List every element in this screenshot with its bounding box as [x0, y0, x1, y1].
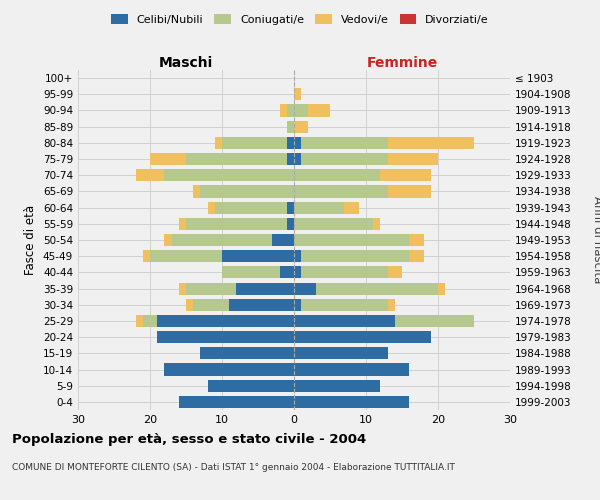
Bar [301, 137, 388, 149]
Bar [287, 137, 294, 149]
Bar [294, 234, 409, 246]
Bar [380, 169, 431, 181]
Bar [308, 104, 330, 117]
Bar [287, 104, 294, 117]
Bar [294, 282, 316, 294]
Bar [143, 315, 157, 327]
Y-axis label: Fasce di età: Fasce di età [25, 205, 37, 275]
Y-axis label: Anni di nascita: Anni di nascita [591, 196, 600, 284]
Bar [186, 282, 236, 294]
Bar [193, 186, 200, 198]
Bar [208, 202, 215, 213]
Bar [229, 298, 294, 311]
Bar [294, 380, 380, 392]
Bar [215, 137, 222, 149]
Bar [294, 396, 409, 408]
Bar [294, 137, 301, 149]
Bar [186, 298, 193, 311]
Text: Maschi: Maschi [159, 56, 213, 70]
Bar [280, 266, 294, 278]
Text: Popolazione per età, sesso e stato civile - 2004: Popolazione per età, sesso e stato civil… [12, 432, 366, 446]
Bar [186, 218, 287, 230]
Bar [172, 234, 272, 246]
Bar [150, 250, 222, 262]
Bar [301, 153, 388, 165]
Bar [395, 315, 474, 327]
Bar [222, 250, 294, 262]
Bar [272, 234, 294, 246]
Bar [208, 380, 294, 392]
Bar [222, 266, 280, 278]
Bar [294, 348, 388, 360]
Bar [164, 364, 294, 376]
Bar [294, 88, 301, 101]
Bar [301, 250, 409, 262]
Bar [294, 186, 388, 198]
Bar [294, 298, 301, 311]
Bar [344, 202, 359, 213]
Bar [294, 153, 301, 165]
Bar [215, 202, 287, 213]
Bar [294, 202, 344, 213]
Bar [316, 282, 438, 294]
Bar [136, 169, 164, 181]
Bar [179, 218, 186, 230]
Bar [294, 331, 431, 343]
Bar [294, 104, 308, 117]
Bar [157, 331, 294, 343]
Bar [409, 250, 424, 262]
Bar [179, 396, 294, 408]
Bar [294, 364, 409, 376]
Legend: Celibi/Nubili, Coniugati/e, Vedovi/e, Divorziati/e: Celibi/Nubili, Coniugati/e, Vedovi/e, Di… [108, 10, 492, 28]
Bar [164, 169, 294, 181]
Bar [388, 186, 431, 198]
Bar [287, 153, 294, 165]
Text: COMUNE DI MONTEFORTE CILENTO (SA) - Dati ISTAT 1° gennaio 2004 - Elaborazione TU: COMUNE DI MONTEFORTE CILENTO (SA) - Dati… [12, 462, 455, 471]
Bar [388, 137, 474, 149]
Bar [200, 348, 294, 360]
Bar [294, 250, 301, 262]
Bar [186, 153, 287, 165]
Bar [136, 315, 143, 327]
Text: Femmine: Femmine [367, 56, 437, 70]
Bar [294, 120, 308, 132]
Bar [193, 298, 229, 311]
Bar [164, 234, 172, 246]
Bar [143, 250, 150, 262]
Bar [373, 218, 380, 230]
Bar [157, 315, 294, 327]
Bar [294, 315, 395, 327]
Bar [150, 153, 186, 165]
Bar [301, 266, 388, 278]
Bar [236, 282, 294, 294]
Bar [287, 202, 294, 213]
Bar [388, 266, 402, 278]
Bar [294, 266, 301, 278]
Bar [222, 137, 287, 149]
Bar [200, 186, 294, 198]
Bar [294, 218, 373, 230]
Bar [438, 282, 445, 294]
Bar [294, 169, 380, 181]
Bar [388, 153, 438, 165]
Bar [388, 298, 395, 311]
Bar [287, 218, 294, 230]
Bar [287, 120, 294, 132]
Bar [179, 282, 186, 294]
Bar [409, 234, 424, 246]
Bar [280, 104, 287, 117]
Bar [301, 298, 388, 311]
